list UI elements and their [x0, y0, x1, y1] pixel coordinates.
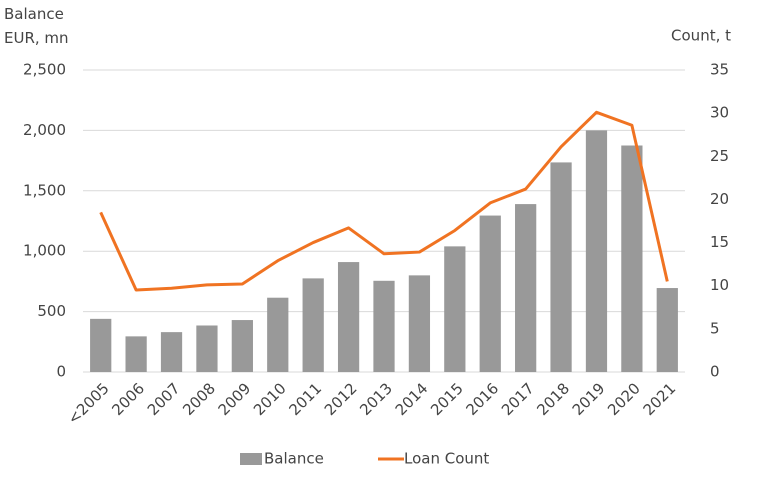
bar — [125, 336, 147, 372]
legend-label: Balance — [264, 450, 324, 468]
x-tick-label: 2006 — [108, 379, 148, 419]
bar — [585, 130, 608, 372]
legend-swatch — [240, 453, 262, 465]
bar — [90, 318, 112, 372]
bar — [515, 204, 537, 372]
y-tick-label: 1,000 — [23, 242, 66, 260]
y-tick-label: 2,500 — [23, 61, 66, 79]
legend-item: Balance — [240, 450, 324, 468]
y-tick-label: 1,500 — [23, 181, 66, 199]
bar — [231, 320, 253, 372]
x-tick-label: 2021 — [640, 379, 680, 419]
bar — [267, 297, 289, 372]
line — [99, 110, 669, 292]
y-tick-label: 0 — [56, 363, 66, 381]
bar — [196, 325, 218, 372]
x-tick-label: 2019 — [569, 379, 609, 419]
bar — [550, 162, 572, 372]
x-tick-label: 2020 — [604, 379, 644, 419]
x-tick-label: 2010 — [250, 379, 290, 419]
y2-tick-label: 20 — [710, 190, 729, 208]
x-tick-label: 2018 — [533, 379, 573, 419]
y2-axis-label: Count, t — [671, 27, 731, 45]
y2-tick-label: 15 — [710, 233, 729, 251]
bar — [373, 280, 395, 372]
y-tick-label: 2,000 — [23, 121, 66, 139]
bar — [479, 215, 501, 372]
x-tick-label: 2007 — [144, 379, 184, 419]
x-tick-label: 2012 — [321, 379, 361, 419]
legend-label: Loan Count — [404, 450, 489, 468]
y-tick-label: 500 — [37, 302, 66, 320]
bar — [656, 288, 678, 372]
x-tick-label: 2017 — [498, 379, 538, 419]
y2-tick-label: 25 — [710, 147, 729, 165]
y2-tick-label: 30 — [710, 104, 729, 122]
bar — [302, 278, 324, 372]
x-tick-label: 2016 — [463, 379, 503, 419]
bar — [337, 262, 360, 372]
y2-tick-label: 0 — [710, 363, 720, 381]
bar — [160, 332, 183, 372]
y2-tick-label: 5 — [710, 319, 720, 337]
bar — [621, 145, 643, 372]
x-tick-label: 2011 — [285, 379, 325, 419]
legend-item: Loan Count — [378, 450, 489, 468]
bar — [444, 246, 466, 372]
y2-tick-label: 10 — [710, 276, 729, 294]
x-tick-label: 2008 — [179, 379, 219, 419]
x-tick-label: 2014 — [392, 379, 432, 419]
x-tick-label: 2015 — [427, 379, 467, 419]
x-tick-label: 2013 — [356, 379, 396, 419]
y-axis-label: Balance EUR, mn — [4, 5, 69, 47]
y2-tick-label: 35 — [710, 61, 729, 79]
x-tick-label: <2005 — [64, 379, 113, 428]
bar — [408, 275, 431, 372]
x-tick-label: 2009 — [215, 379, 255, 419]
